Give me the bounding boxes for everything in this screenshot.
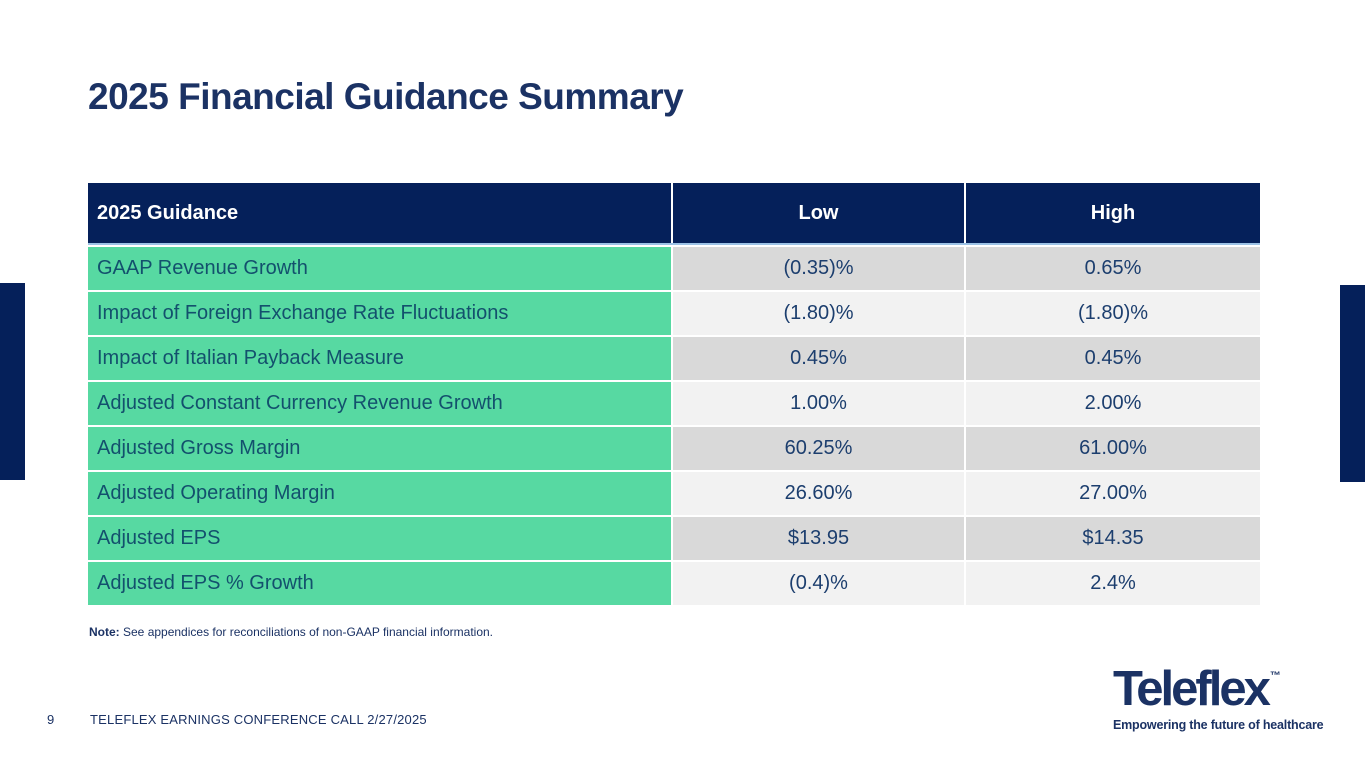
footer-text: TELEFLEX EARNINGS CONFERENCE CALL 2/27/2… — [90, 712, 427, 727]
row-label: Adjusted Constant Currency Revenue Growt… — [88, 382, 673, 425]
table-row: Adjusted Operating Margin 26.60% 27.00% — [88, 472, 1260, 515]
row-high-value: 0.45% — [966, 337, 1260, 380]
right-accent-bar — [1340, 285, 1365, 482]
page-title: 2025 Financial Guidance Summary — [88, 76, 684, 117]
row-label: Impact of Foreign Exchange Rate Fluctuat… — [88, 292, 673, 335]
trademark-symbol: ™ — [1269, 670, 1281, 682]
row-label: GAAP Revenue Growth — [88, 247, 673, 290]
table-row: Impact of Foreign Exchange Rate Fluctuat… — [88, 292, 1260, 335]
page-number: 9 — [47, 712, 55, 727]
logo-brand-text: Teleflex — [1113, 662, 1271, 716]
teleflex-logo: Teleflex ™ Empowering the future of healt… — [1113, 650, 1343, 732]
row-high-value: $14.35 — [966, 517, 1260, 560]
row-low-value: 26.60% — [673, 472, 966, 515]
row-high-value: 0.65% — [966, 247, 1260, 290]
table-header-row: 2025 Guidance Low High — [88, 183, 1260, 245]
row-low-value: (0.35)% — [673, 247, 966, 290]
row-low-value: (0.4)% — [673, 562, 966, 605]
row-high-value: 61.00% — [966, 427, 1260, 470]
row-low-value: $13.95 — [673, 517, 966, 560]
logo-wordmark: Teleflex ™ — [1113, 650, 1343, 715]
row-low-value: 0.45% — [673, 337, 966, 380]
row-low-value: (1.80)% — [673, 292, 966, 335]
row-label: Adjusted Operating Margin — [88, 472, 673, 515]
header-low: Low — [673, 183, 966, 243]
row-low-value: 1.00% — [673, 382, 966, 425]
footnote-label: Note: — [89, 625, 120, 639]
table-row: Adjusted EPS $13.95 $14.35 — [88, 517, 1260, 560]
row-label: Adjusted EPS — [88, 517, 673, 560]
table-row: Adjusted Constant Currency Revenue Growt… — [88, 382, 1260, 425]
row-high-value: (1.80)% — [966, 292, 1260, 335]
row-low-value: 60.25% — [673, 427, 966, 470]
logo-tagline: Empowering the future of healthcare — [1113, 718, 1324, 732]
row-label: Adjusted Gross Margin — [88, 427, 673, 470]
left-accent-bar — [0, 283, 25, 480]
row-label: Adjusted EPS % Growth — [88, 562, 673, 605]
row-label: Impact of Italian Payback Measure — [88, 337, 673, 380]
footnote: Note: See appendices for reconciliations… — [89, 625, 493, 639]
guidance-table: 2025 Guidance Low High GAAP Revenue Grow… — [88, 183, 1260, 605]
header-guidance: 2025 Guidance — [88, 183, 673, 243]
row-high-value: 27.00% — [966, 472, 1260, 515]
table-row: Impact of Italian Payback Measure 0.45% … — [88, 337, 1260, 380]
header-high: High — [1090, 201, 1136, 224]
table-row: Adjusted Gross Margin 60.25% 61.00% — [88, 427, 1260, 470]
table-row: GAAP Revenue Growth (0.35)% 0.65% — [88, 247, 1260, 290]
footnote-text: See appendices for reconciliations of no… — [119, 625, 493, 639]
row-high-value: 2.4% — [966, 562, 1260, 605]
row-high-value: 2.00% — [966, 382, 1260, 425]
table-row: Adjusted EPS % Growth (0.4)% 2.4% — [88, 562, 1260, 605]
